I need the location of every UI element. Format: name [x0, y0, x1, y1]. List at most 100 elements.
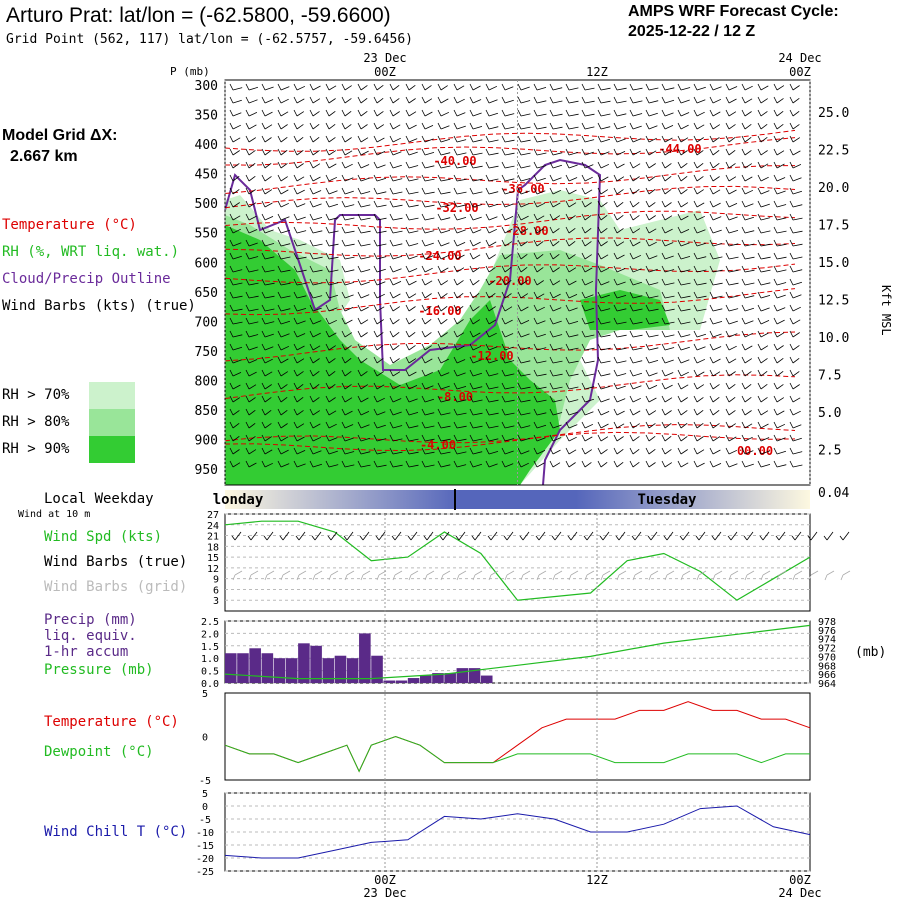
- wind-barb: [469, 265, 480, 273]
- wind-barb: [549, 408, 563, 416]
- wind-barb: [485, 187, 499, 195]
- wind-barb: [629, 382, 642, 390]
- wind-barb: [389, 278, 402, 286]
- wind-barb: [485, 447, 499, 455]
- wind-barb: [245, 83, 259, 91]
- wind-barb: [709, 356, 721, 364]
- wind-barb: [421, 161, 435, 169]
- wind-barb: [773, 317, 785, 325]
- wind-barb: [709, 369, 721, 377]
- wind-barb: [277, 434, 289, 442]
- wind-barb: [293, 213, 306, 221]
- wind-barb: [613, 382, 626, 390]
- wind-barb: [661, 343, 675, 351]
- wind-barb: [325, 317, 337, 325]
- wind-barb: [389, 252, 403, 260]
- wind-barb: [517, 174, 531, 182]
- wind-barb: [389, 421, 403, 429]
- wind-barb-grid: [616, 570, 627, 581]
- wind-barb: [741, 343, 753, 351]
- wind-barb: [389, 330, 400, 338]
- wind-barb: [277, 369, 289, 377]
- wind-barb: [741, 330, 754, 338]
- wind-barb: [245, 239, 258, 247]
- wind-barb: [293, 265, 307, 273]
- wind-barb: [357, 265, 371, 273]
- wind-barb: [373, 421, 386, 429]
- pressure-tick: 550: [195, 227, 218, 242]
- wind-barb: [757, 291, 771, 299]
- wind-barb: [741, 122, 752, 130]
- wind-barb: [693, 317, 707, 325]
- wind-barb: [581, 382, 595, 390]
- wind-barb: [661, 148, 673, 156]
- wind-barb: [421, 265, 433, 273]
- kft-tick: 5.0: [818, 406, 841, 421]
- wind-barb: [629, 122, 642, 130]
- wind-barb: [229, 356, 242, 364]
- wind-barb: [677, 356, 690, 364]
- wind-barb: [485, 252, 496, 260]
- wind-barb: [677, 83, 691, 91]
- wind-barb: [421, 239, 434, 247]
- wind-barb: [549, 434, 562, 442]
- wind-barb: [501, 447, 514, 455]
- wind-barb: [501, 434, 515, 442]
- wind-barb: [229, 330, 243, 338]
- wind-barb: [309, 96, 321, 104]
- wind-barb: [245, 148, 256, 156]
- wind-barb: [309, 460, 323, 468]
- wind-barb: [485, 213, 498, 221]
- wind-barb: [613, 265, 626, 273]
- wind-barb: [629, 343, 643, 351]
- wind-barb: [693, 304, 707, 312]
- wind-barb: [629, 395, 641, 403]
- wind-barb: [501, 343, 514, 351]
- wind-barb: [469, 369, 483, 377]
- wind-barb: [725, 278, 739, 286]
- wind-barb: [229, 421, 240, 429]
- wind-barb: [469, 278, 480, 286]
- legend-wind-at: Wind at 10 m: [18, 509, 91, 520]
- wind-barb: [261, 161, 272, 169]
- wind-barb: [357, 330, 368, 338]
- pressure-line: [224, 624, 811, 680]
- wind-barb: [773, 278, 787, 286]
- wind-barb: [693, 382, 705, 390]
- wind-barb: [261, 109, 273, 117]
- wind-barb: [517, 395, 531, 403]
- wind-barb: [373, 135, 385, 143]
- wind-barb: [741, 395, 752, 403]
- wind-barb: [501, 135, 515, 143]
- wind-barb: [357, 369, 368, 377]
- wind-barb: [565, 83, 579, 91]
- wind-barb-grid: [344, 570, 355, 581]
- wind-barb: [293, 395, 304, 403]
- model-grid-value: 2.667 km: [10, 148, 78, 165]
- wind-barb: [389, 408, 402, 416]
- wind-barb: [709, 317, 723, 325]
- wind-barb: [549, 356, 563, 364]
- wind-barb: [373, 265, 386, 273]
- wind-barb: [485, 460, 498, 468]
- wind-barb: [757, 265, 771, 273]
- wind-barb: [517, 447, 530, 455]
- wind-barb: [613, 148, 626, 156]
- wind-barb: [485, 174, 499, 182]
- wind-barb: [229, 122, 241, 130]
- wind-barb: [309, 421, 321, 429]
- wind-barb: [405, 109, 417, 117]
- wind-barb: [677, 343, 690, 351]
- wind-barb: [389, 343, 400, 351]
- wind-barb: [741, 213, 755, 221]
- wind-barb: [437, 213, 451, 221]
- wind-barb: [613, 278, 626, 286]
- precip-bar: [383, 680, 396, 683]
- wind-barb: [421, 109, 433, 117]
- wind-barb: [469, 395, 483, 403]
- wind-barb: [405, 369, 417, 377]
- top-date-label: 24 Dec: [778, 51, 821, 65]
- wind-barb: [613, 369, 627, 377]
- wind-barb: [709, 447, 721, 455]
- wind-barb: [741, 252, 755, 260]
